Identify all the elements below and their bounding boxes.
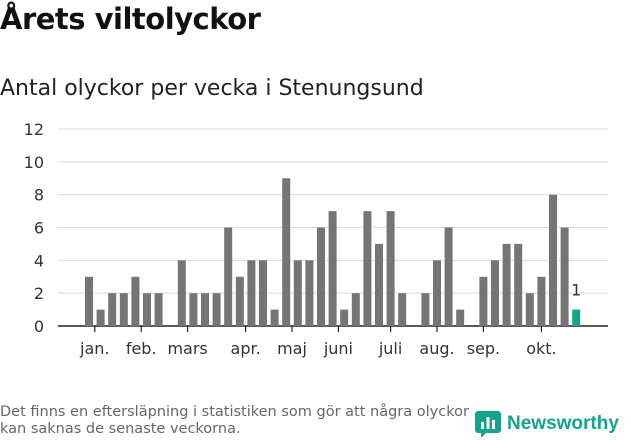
x-tick-label-feb.: feb. (126, 339, 157, 358)
bar-week-33 (456, 309, 465, 326)
bar-week-32 (444, 227, 453, 326)
newsworthy-logo-icon (475, 411, 501, 437)
bar-week-40 (537, 276, 546, 327)
bar-week-18 (282, 178, 291, 327)
bar-week-25 (363, 211, 372, 326)
bar-week-5 (131, 276, 140, 327)
bar-week-36 (491, 260, 499, 326)
y-tick-label-2: 2 (34, 284, 44, 303)
bar-week-37 (502, 243, 511, 326)
bar-week-43 (572, 309, 581, 326)
x-tick-label-mars: mars (167, 339, 207, 358)
bar-week-1 (85, 276, 93, 327)
bar-week-41 (549, 194, 557, 326)
bar-week-6 (143, 293, 151, 326)
bar-week-21 (317, 227, 325, 326)
bar-week-4 (119, 293, 128, 326)
bar-week-42 (560, 227, 569, 326)
x-tick-label-apr.: apr. (231, 339, 261, 358)
y-tick-label-10: 10 (24, 153, 44, 172)
bar-week-2 (96, 309, 105, 326)
bar-week-11 (201, 293, 209, 326)
last-value-label: 1 (571, 281, 581, 300)
bar-week-12 (212, 293, 221, 326)
chart-title: Årets viltolyckor (0, 2, 261, 36)
bar-week-24 (351, 293, 360, 326)
bar-week-7 (154, 293, 163, 326)
y-tick-label-4: 4 (34, 251, 44, 270)
y-tick-label-0: 0 (34, 317, 44, 336)
bar-week-30 (421, 293, 430, 326)
newsworthy-logo: Newsworthy (475, 408, 619, 440)
x-tick-label-juli: juli (378, 339, 402, 358)
labels: 0 2 4 6 8 10 12 1 jan. feb. mars apr. maj juni juli aug… (24, 120, 582, 358)
y-tick-label-8: 8 (34, 186, 44, 205)
bar-week-9 (177, 260, 186, 326)
bars (85, 178, 581, 327)
bar-week-31 (433, 260, 441, 326)
x-tick-label-aug.: aug. (419, 339, 454, 358)
bar-week-10 (189, 293, 198, 326)
bar-chart: 0 2 4 6 8 10 12 1 jan. feb. mars apr. maj juni juli aug… (24, 120, 608, 358)
bar-week-19 (293, 260, 302, 326)
bar-week-28 (398, 293, 407, 326)
bar-week-20 (305, 260, 314, 326)
brand-name: Newsworthy (507, 413, 619, 434)
bar-week-16 (259, 260, 267, 326)
bar-week-13 (224, 227, 233, 326)
chart-subtitle: Antal olyckor per vecka i Stenungsund (0, 76, 424, 101)
x-tick-label-okt.: okt. (526, 339, 556, 358)
bar-week-3 (108, 293, 117, 326)
x-tick-label-sep.: sep. (467, 339, 500, 358)
bar-week-26 (375, 243, 383, 326)
bar-week-14 (235, 276, 244, 327)
x-tick-label-juni: juni (323, 339, 353, 358)
y-tick-label-12: 12 (24, 120, 44, 139)
bar-week-27 (386, 211, 395, 326)
footnote: Det finns en eftersläpning i statistiken… (0, 404, 469, 437)
bar-week-23 (340, 309, 349, 326)
bar-week-35 (479, 276, 488, 327)
bar-week-17 (270, 309, 279, 326)
bar-week-39 (525, 293, 534, 326)
x-tick-label-maj: maj (277, 339, 307, 358)
bar-week-15 (247, 260, 256, 326)
y-tick-label-6: 6 (34, 219, 44, 238)
bar-week-22 (328, 211, 337, 326)
bar-week-38 (514, 243, 523, 326)
x-tick-label-jan.: jan. (79, 339, 109, 358)
